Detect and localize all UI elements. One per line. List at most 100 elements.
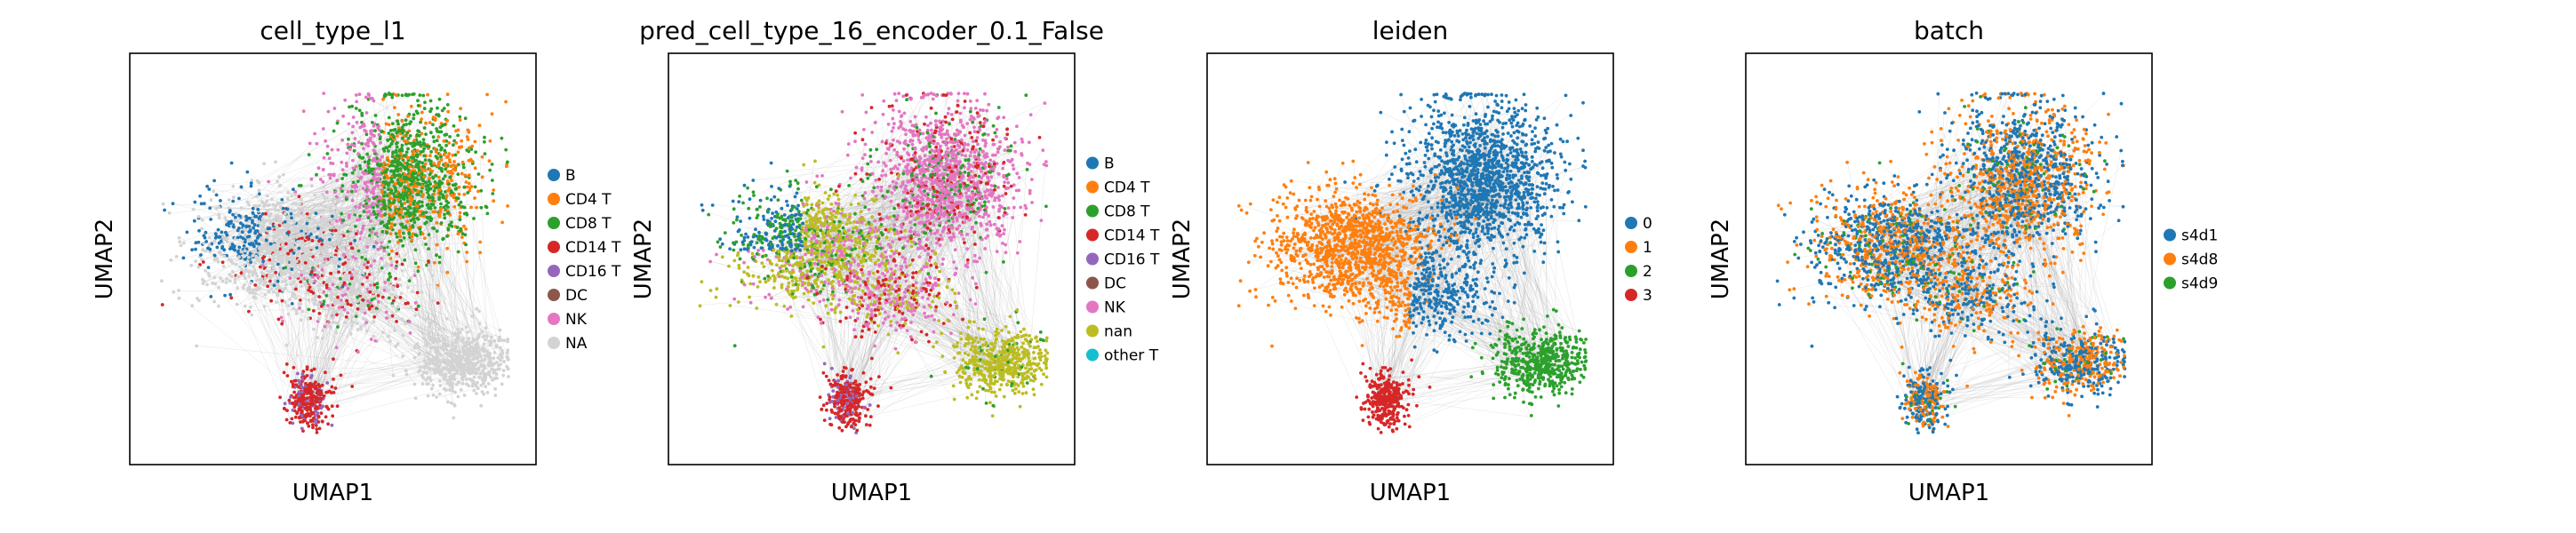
- point-na: [388, 339, 392, 344]
- point-na: [446, 343, 451, 346]
- point-nk: [957, 224, 962, 228]
- point-na: [328, 207, 332, 211]
- point-na: [269, 287, 274, 291]
- point-na: [267, 290, 271, 294]
- point-na: [460, 328, 464, 331]
- point-cd8-t: [459, 200, 463, 204]
- point-na: [311, 230, 316, 235]
- point-nk: [894, 99, 899, 103]
- point-cd16-t: [297, 390, 301, 394]
- point-cd8-t: [866, 162, 870, 166]
- point-b: [224, 230, 228, 235]
- point-nk: [346, 311, 349, 314]
- point-cd8-t: [422, 154, 427, 158]
- point-cd8-t: [412, 207, 416, 211]
- point-nk: [298, 306, 301, 310]
- point-na: [350, 298, 355, 302]
- point-cd14-t: [332, 378, 335, 381]
- point-cd14-t: [239, 271, 244, 275]
- point-b: [252, 223, 257, 227]
- point-nk: [350, 131, 355, 135]
- point-nk: [1012, 140, 1017, 145]
- point-cd16-t: [297, 394, 301, 398]
- point-cd14-t: [310, 239, 315, 243]
- point-cd8-t: [344, 173, 348, 177]
- point-nk: [931, 170, 935, 174]
- point-cd14-t: [436, 301, 440, 305]
- point-na: [501, 369, 506, 372]
- point-cd8-t: [431, 227, 435, 230]
- point-b: [249, 260, 252, 265]
- point-na: [306, 317, 310, 321]
- point-na: [475, 341, 479, 346]
- point-cd8-t: [412, 199, 417, 203]
- point-na: [330, 257, 334, 261]
- point-nk: [909, 226, 913, 230]
- point-b: [240, 230, 244, 235]
- point-cd4-t: [396, 113, 401, 116]
- point-na: [261, 224, 266, 228]
- point-nk: [921, 197, 925, 202]
- point-na: [248, 305, 252, 309]
- point-na: [333, 288, 338, 291]
- point-b: [264, 238, 268, 243]
- point-na: [317, 317, 321, 321]
- point-na: [212, 275, 217, 280]
- point-cd8-t: [411, 225, 415, 229]
- point-cd4-t: [458, 211, 462, 215]
- point-nk: [293, 190, 298, 195]
- point-na: [292, 292, 297, 297]
- point-nk: [322, 91, 326, 95]
- point-cd8-t: [427, 194, 431, 197]
- point-nk: [413, 301, 418, 305]
- point-cd8-t: [431, 176, 436, 180]
- point-na: [337, 244, 341, 249]
- point-cd14-t: [307, 424, 311, 428]
- point-cd4-t: [444, 195, 448, 199]
- point-cd4-t: [423, 168, 428, 172]
- point-cd8-t: [377, 199, 381, 203]
- point-cd14-t: [935, 189, 940, 194]
- point-na: [352, 272, 356, 275]
- point-na: [247, 238, 252, 242]
- point-cd8-t: [387, 115, 391, 120]
- point-nk: [374, 177, 379, 181]
- point-na: [505, 354, 509, 359]
- point-na: [352, 284, 356, 289]
- point-nk: [935, 228, 940, 233]
- point-na: [235, 302, 239, 306]
- point-nk: [926, 252, 931, 257]
- point-na: [388, 246, 392, 250]
- point-cd8-t: [412, 92, 416, 96]
- point-na: [324, 242, 328, 246]
- point-cd8-t: [357, 108, 362, 113]
- point-cd4-t: [487, 159, 492, 163]
- point-na: [425, 370, 429, 375]
- point-nk: [938, 119, 941, 123]
- point-na: [433, 357, 437, 361]
- point-nk: [938, 185, 942, 189]
- point-na: [372, 320, 376, 324]
- point-cd4-t: [462, 224, 466, 228]
- point-nk: [913, 154, 917, 158]
- point-na: [495, 361, 499, 364]
- point-cd8-t: [969, 210, 973, 214]
- point-cd4-t: [460, 139, 464, 143]
- point-cd14-t: [317, 312, 322, 315]
- point-na: [274, 208, 278, 212]
- point-nk: [934, 236, 939, 241]
- point-na: [265, 203, 269, 208]
- point-na: [424, 317, 428, 322]
- point-na: [481, 358, 484, 362]
- point-nk: [981, 108, 985, 113]
- point-na: [409, 305, 413, 309]
- point-cd8-t: [439, 147, 443, 152]
- point-na: [280, 280, 284, 283]
- point-na: [228, 279, 232, 283]
- point-na: [264, 242, 268, 246]
- point-na: [243, 304, 247, 308]
- point-na: [294, 308, 299, 312]
- point-na: [371, 310, 375, 314]
- point-na: [425, 382, 429, 386]
- point-nk: [369, 264, 373, 268]
